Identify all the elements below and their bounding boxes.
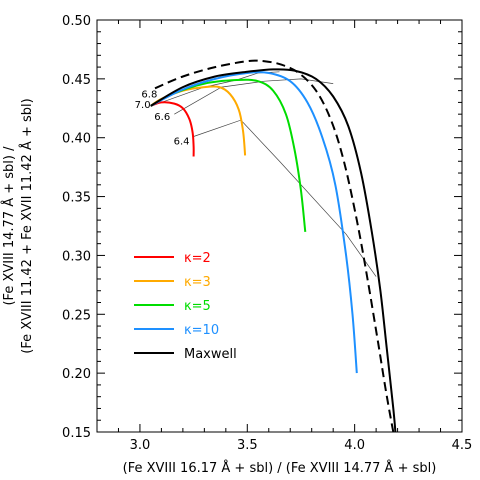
y-tick-label: 0.45	[62, 73, 91, 88]
x-tick-label: 4.5	[452, 438, 473, 453]
y-axis-title-line-1: (Fe XVIII 14.77 Å + sbl) /	[1, 146, 17, 306]
isotherm-line-6-6	[174, 78, 334, 115]
curve-layer	[150, 59, 397, 433]
legend: κ=2 κ=3 κ=5 κ=10 Maxwell	[134, 251, 237, 362]
isotherm-line-6-4	[193, 119, 377, 277]
annotation-layer: 7.06.8 6.6 6.4	[135, 89, 190, 147]
y-tick-label: 0.30	[62, 249, 91, 264]
isotherm-label-6-6: 6.6	[154, 112, 170, 123]
y-tick-label: 0.40	[62, 132, 91, 147]
x-axis-title: (Fe XVIII 16.17 Å + sbl) / (Fe XVIII 14.…	[123, 460, 437, 476]
dashed-reference-curve	[154, 59, 395, 433]
plot-frame	[96, 19, 463, 433]
y-tick-label: 0.25	[62, 308, 91, 323]
y-tick-label: 0.35	[62, 191, 91, 206]
series-line-3	[150, 71, 358, 374]
x-tick-label: 4.0	[344, 438, 365, 453]
series-line-0	[150, 101, 195, 157]
y-tick-label: 0.20	[62, 367, 91, 382]
y-tick-label: 0.50	[62, 14, 91, 29]
isotherm-label-7-0: 7.0	[135, 100, 151, 111]
y-axis-title-line-2: (Fe XVIII 11.42 + Fe XVII 11.42 Å + sbl)	[19, 98, 35, 353]
legend-label-3: κ=10	[184, 323, 219, 338]
series-line-4	[150, 68, 397, 433]
legend-label-4: Maxwell	[184, 347, 237, 362]
x-tick-label: 3.0	[130, 438, 151, 453]
legend-label-2: κ=5	[184, 299, 211, 314]
y-tick-label: 0.15	[62, 426, 91, 441]
axis-layer: 3.0 3.5 4.0 4.5 0.15 0.20 0.25 0.30 0.35 0.40 0.45…	[62, 14, 472, 453]
isotherm-label-6-4: 6.4	[174, 137, 190, 148]
isotherm-label-6-8: 6.8	[141, 89, 157, 100]
legend-label-1: κ=3	[184, 275, 211, 290]
legend-label-0: κ=2	[184, 251, 211, 266]
x-tick-label: 3.5	[237, 438, 258, 453]
